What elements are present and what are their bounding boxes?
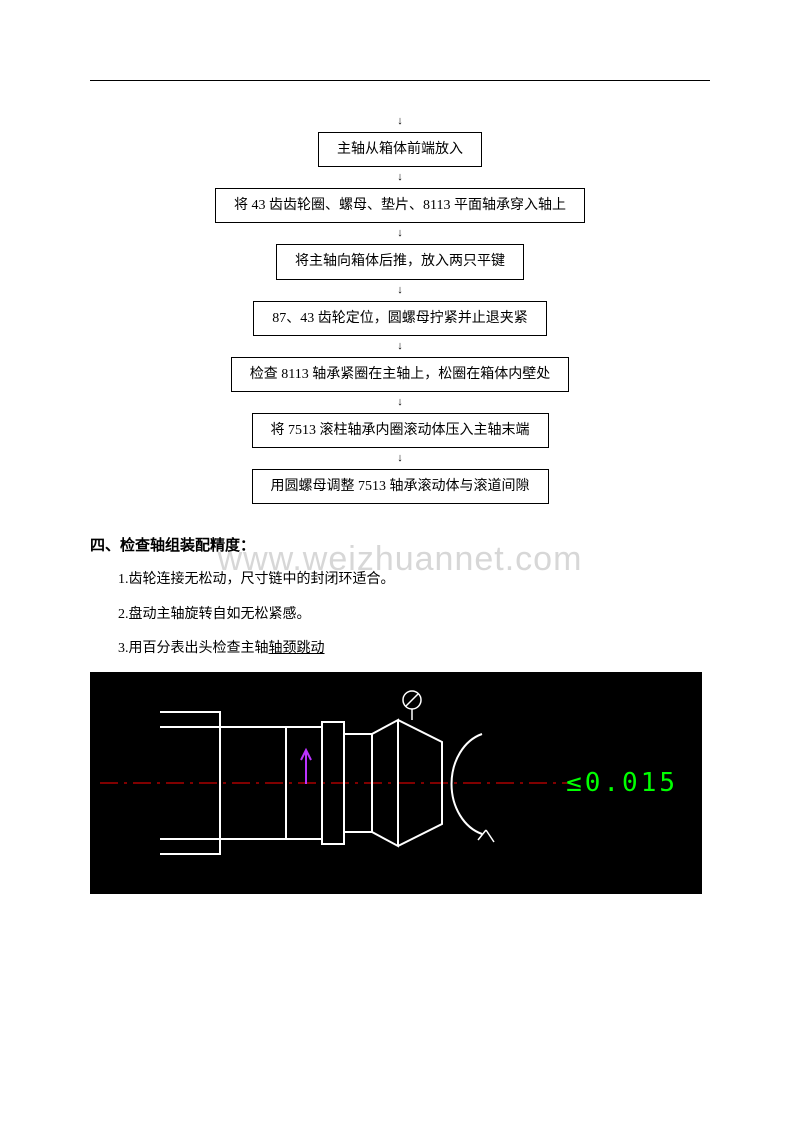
flow-arrow-icon: ↓: [397, 397, 403, 408]
flow-arrow-icon: ↓: [397, 116, 403, 127]
flow-arrow-icon: ↓: [397, 453, 403, 464]
flowchart: ↓ 主轴从箱体前端放入 ↓ 将 43 齿齿轮圈、螺母、垫片、8113 平面轴承穿…: [90, 111, 710, 504]
flow-step: 将主轴向箱体后推，放入两只平键: [276, 244, 524, 279]
flow-step: 将 7513 滚柱轴承内圈滚动体压入主轴末端: [252, 413, 549, 448]
flow-step: 87、43 齿轮定位，圆螺母拧紧并止退夹紧: [253, 301, 547, 336]
flow-step: 将 43 齿齿轮圈、螺母、垫片、8113 平面轴承穿入轴上: [215, 188, 585, 223]
flow-step: 主轴从箱体前端放入: [318, 132, 482, 167]
list-item-prefix: 3.用百分表出头检查主轴: [118, 641, 269, 656]
flow-step: 用圆螺母调整 7513 轴承滚动体与滚道间隙: [252, 469, 549, 504]
flow-arrow-icon: ↓: [397, 285, 403, 296]
flow-arrow-icon: ↓: [397, 341, 403, 352]
list-item: 2.盘动主轴旋转自如无松紧感。: [118, 604, 710, 626]
watermark-text: www.weizhuannet.com: [0, 540, 800, 579]
top-rule: [90, 80, 710, 81]
tolerance-label: ≤0.015: [566, 768, 678, 798]
cad-diagram: ≤0.015: [90, 672, 702, 894]
flow-arrow-icon: ↓: [397, 172, 403, 183]
flow-step: 检查 8113 轴承紧圈在主轴上，松圈在箱体内壁处: [231, 357, 569, 392]
flow-arrow-icon: ↓: [397, 228, 403, 239]
list-item-underlined: 轴颈跳动: [269, 641, 325, 656]
list-item: 3.用百分表出头检查主轴轴颈跳动: [118, 638, 710, 660]
page-container: ↓ 主轴从箱体前端放入 ↓ 将 43 齿齿轮圈、螺母、垫片、8113 平面轴承穿…: [0, 0, 800, 954]
